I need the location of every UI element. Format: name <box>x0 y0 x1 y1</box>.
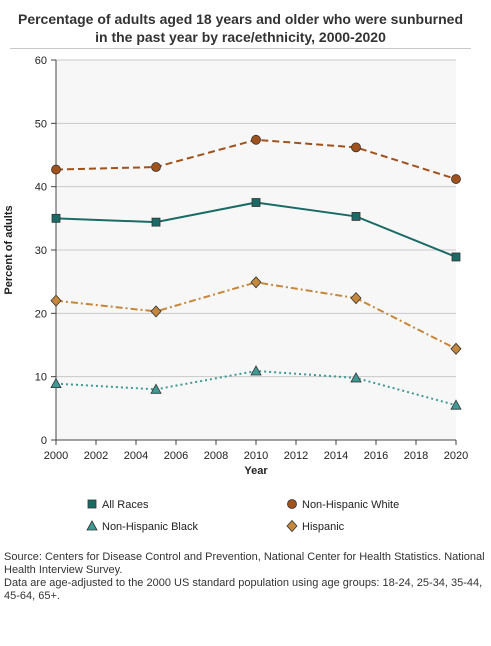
x-tick-label: 2006 <box>164 450 188 462</box>
data-point <box>51 164 61 175</box>
legend-item-all-races: All Races <box>87 499 149 511</box>
x-axis-title: Year <box>244 465 268 477</box>
data-point <box>450 342 462 355</box>
legend-marker <box>86 520 98 531</box>
legend-marker <box>87 499 97 509</box>
data-point <box>451 252 461 262</box>
data-point <box>150 305 162 318</box>
x-tick-label: 2008 <box>204 450 228 462</box>
data-point <box>251 198 261 207</box>
chart-title: Percentage of adults aged 18 years and o… <box>17 11 463 45</box>
legend-label: Hispanic <box>302 521 345 533</box>
legend-label: Non-Hispanic Black <box>102 521 198 533</box>
data-point <box>50 377 62 389</box>
source-note: Source: Centers for Disease Control and … <box>4 551 485 576</box>
title-divider <box>10 48 471 49</box>
legend-item-non-hispanic-white: Non-Hispanic White <box>287 499 399 511</box>
axes: 0 10 20 30 40 50 60 2000 2002 2004 2006 2008 2010 201… <box>35 55 468 462</box>
data-point <box>351 142 361 153</box>
legend: All Races Non-Hispanic White Non-Hispanic … <box>86 499 399 533</box>
chart-footer: Source: Centers for Disease Control and … <box>4 551 490 603</box>
method-note: Data are age-adjusted to the 2000 US sta… <box>4 577 483 602</box>
series-non-hispanic-white <box>51 134 461 184</box>
data-point <box>350 292 362 305</box>
data-point <box>151 217 161 227</box>
data-point <box>351 212 361 221</box>
series-hispanic <box>50 276 462 355</box>
data-point <box>451 174 461 184</box>
x-tick-label: 2012 <box>284 450 308 462</box>
x-tick-label: 2018 <box>404 450 428 462</box>
y-tick-label: 60 <box>35 55 47 67</box>
x-tick-label: 2004 <box>124 450 148 462</box>
y-tick-label: 30 <box>35 245 47 257</box>
legend-label: Non-Hispanic White <box>302 499 399 511</box>
x-tick-label: 2000 <box>44 450 68 462</box>
y-tick-label: 50 <box>35 118 47 130</box>
y-axis-title: Percent of adults <box>3 205 15 294</box>
y-tick-label: 0 <box>41 435 47 447</box>
y-tick-label: 40 <box>35 182 47 194</box>
legend-item-hispanic: Hispanic <box>286 519 345 533</box>
line-chart: 0 10 20 30 40 50 60 2000 2002 2004 2006 2008 2010 201… <box>3 55 468 533</box>
data-point <box>250 276 262 289</box>
series-all-races <box>51 198 461 262</box>
legend-marker <box>286 519 298 533</box>
gridlines <box>56 59 456 378</box>
x-tick-label: 2014 <box>324 450 348 462</box>
data-point <box>250 365 262 376</box>
data-point <box>50 294 62 307</box>
legend-label: All Races <box>102 499 149 511</box>
data-point <box>350 372 362 383</box>
data-point <box>151 162 161 172</box>
series-non-hispanic-black <box>50 365 462 410</box>
y-tick-label: 10 <box>35 372 47 384</box>
data-point <box>450 399 462 410</box>
series-layer <box>50 134 462 410</box>
x-tick-label: 2016 <box>364 450 388 462</box>
legend-item-non-hispanic-black: Non-Hispanic Black <box>86 520 198 533</box>
x-tick-label: 2002 <box>84 450 108 462</box>
legend-marker <box>287 499 297 509</box>
x-tick-label: 2020 <box>444 450 468 462</box>
data-point <box>150 383 162 394</box>
data-point <box>251 134 261 145</box>
x-tick-label: 2010 <box>244 450 268 462</box>
y-tick-label: 20 <box>35 308 47 320</box>
data-point <box>51 213 61 223</box>
